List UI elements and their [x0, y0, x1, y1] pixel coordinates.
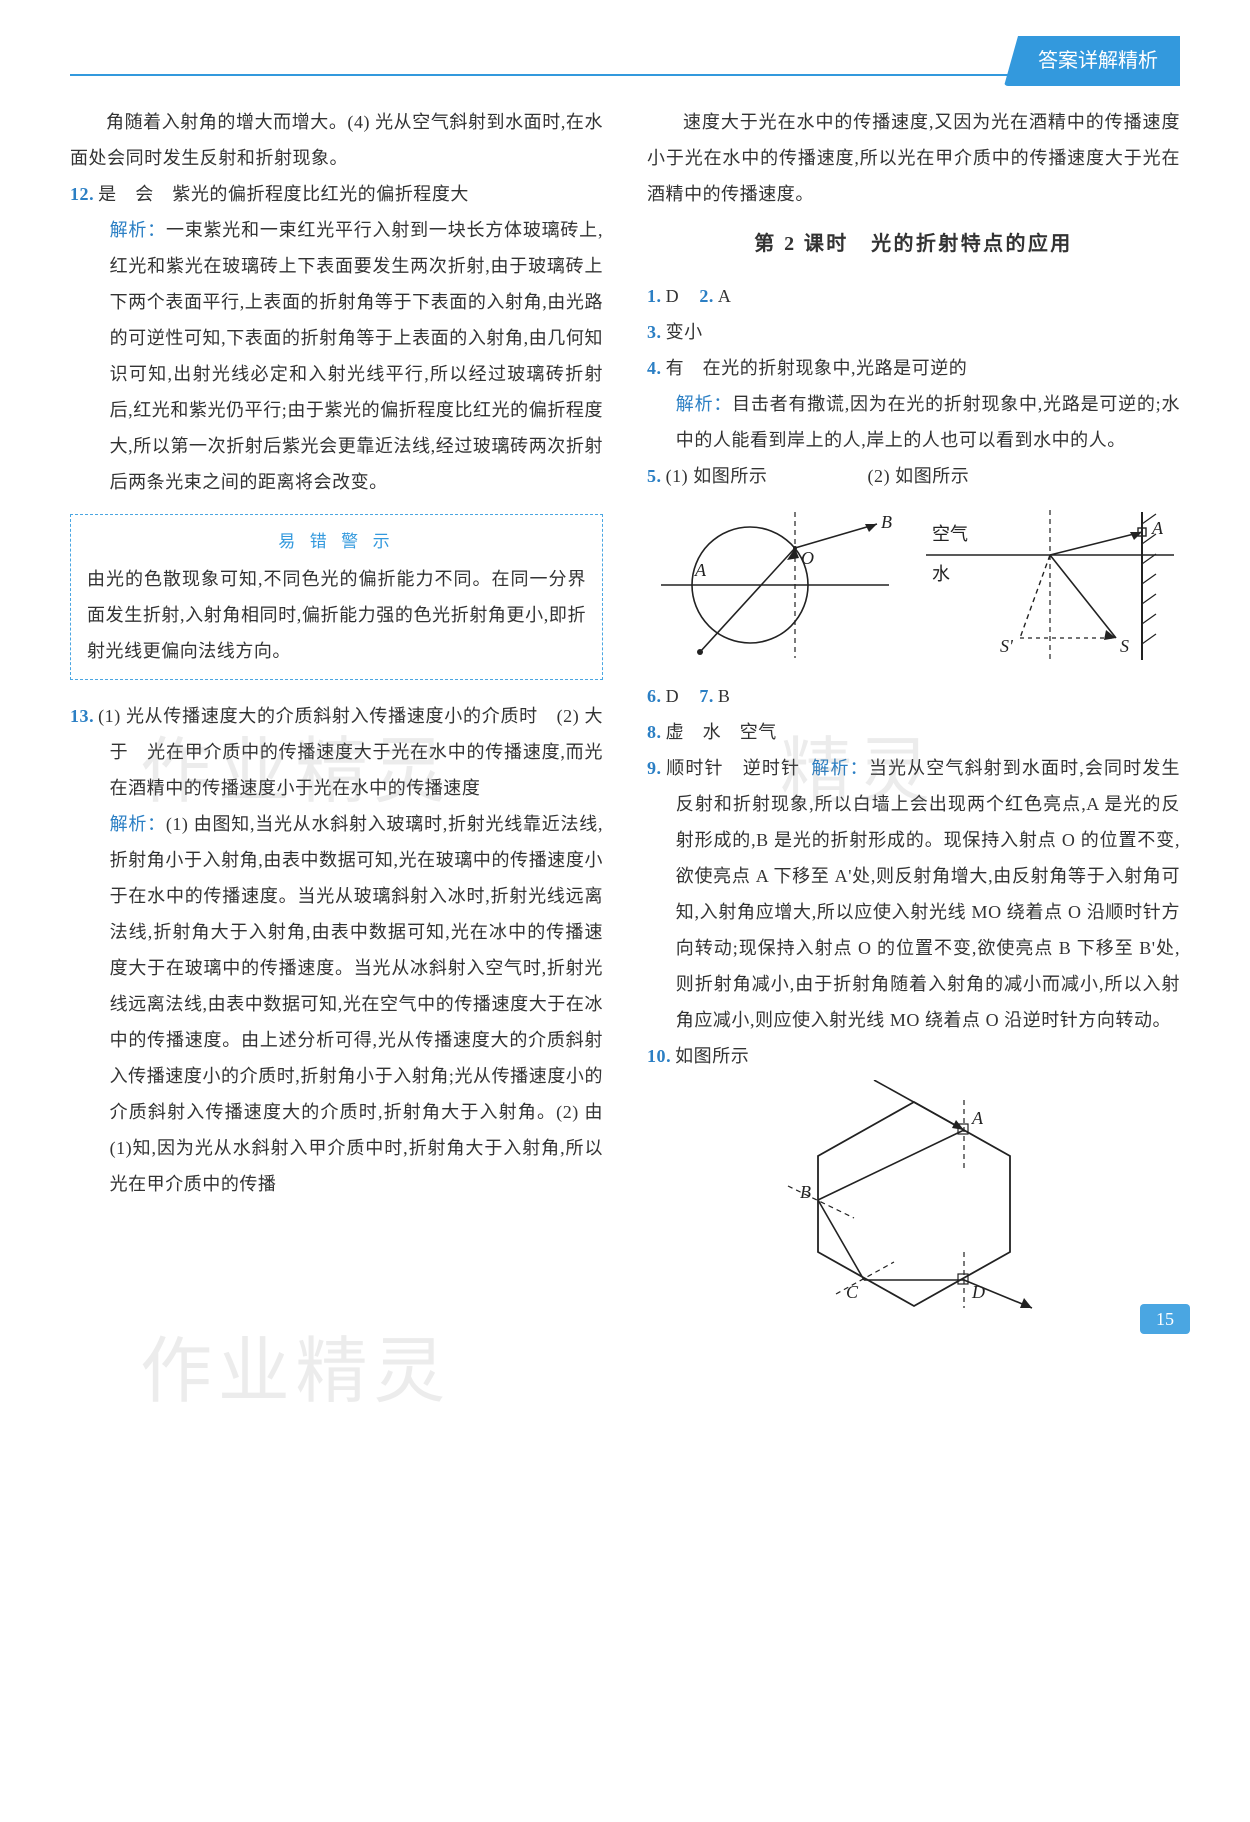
- q12-analysis-label: 解析：: [110, 220, 166, 240]
- left-continuation: 角随着入射角的增大而增大。(4) 光从空气斜射到水面时,在水面处会同时发生反射和…: [70, 104, 603, 176]
- q3-answer: 变小: [666, 322, 703, 342]
- q13-number: 13.: [70, 706, 94, 726]
- q5-fig1-svg: A B O: [655, 500, 895, 670]
- header-underline: [70, 74, 1180, 76]
- fig2-label-A: A: [1151, 518, 1164, 538]
- q10-figure: A B C D: [647, 1080, 1180, 1310]
- q10-label-B: B: [800, 1182, 811, 1202]
- hint-title: 易 错 警 示: [87, 525, 586, 559]
- two-column-layout: 角随着入射角的增大而增大。(4) 光从空气斜射到水面时,在水面处会同时发生反射和…: [70, 104, 1180, 1310]
- q7-number: 7.: [699, 686, 714, 706]
- page-header: 答案详解精析: [70, 30, 1180, 86]
- q13-analysis-text: (1) 由图知,当光从水斜射入玻璃时,折射光线靠近法线,折射角小于入射角,由表中…: [110, 814, 603, 1194]
- fig2-label-water: 水: [932, 564, 950, 584]
- q12-analysis: 解析：一束紫光和一束红光平行入射到一块长方体玻璃砖上,红光和紫光在玻璃砖上下表面…: [70, 212, 603, 500]
- right-column: 速度大于光在水中的传播速度,又因为光在酒精中的传播速度小于光在水中的传播速度,所…: [647, 104, 1180, 1310]
- q10-label-C: C: [846, 1282, 859, 1302]
- q2-answer: A: [718, 286, 732, 306]
- left-column: 角随着入射角的增大而增大。(4) 光从空气斜射到水面时,在水面处会同时发生反射和…: [70, 104, 603, 1310]
- q6-number: 6.: [647, 686, 662, 706]
- q5-fig1: A B O: [647, 500, 902, 670]
- q9-number: 9.: [647, 758, 662, 778]
- hint-text: 由光的色散现象可知,不同色光的偏折能力不同。在同一分界面发生折射,入射角相同时,…: [87, 561, 586, 669]
- q10-label-D: D: [971, 1282, 985, 1302]
- q9-analysis-text: 当光从空气斜射到水面时,会同时发生反射和折射现象,所以白墙上会出现两个红色亮点,…: [676, 758, 1180, 1030]
- q10-label-A: A: [971, 1108, 984, 1128]
- q1-number: 1.: [647, 286, 662, 306]
- q1-answer: D: [666, 286, 680, 306]
- q5-number: 5.: [647, 466, 662, 486]
- q4-analysis: 解析：目击者有撒谎,因为在光的折射现象中,光路是可逆的;水中的人能看到岸上的人,…: [647, 386, 1180, 458]
- q6-answer: D: [666, 686, 680, 706]
- q5-fig2-svg: 空气 水 A S S': [920, 500, 1180, 670]
- q7-answer: B: [718, 686, 731, 706]
- hint-box: 易 错 警 示 由光的色散现象可知,不同色光的偏折能力不同。在同一分界面发生折射…: [70, 514, 603, 680]
- q10-line: 10.如图所示: [647, 1038, 1180, 1074]
- fig1-label-O: O: [801, 548, 814, 568]
- q13-analysis-label: 解析：: [110, 814, 166, 834]
- q9-block: 9.顺时针 逆时针 解析：当光从空气斜射到水面时,会同时发生反射和折射现象,所以…: [647, 750, 1180, 1038]
- q5-b: (2) 如图所示: [868, 466, 970, 486]
- fig1-label-A: A: [694, 560, 707, 580]
- q4-analysis-label: 解析：: [676, 394, 732, 414]
- q12-block: 12.是 会 紫光的偏折程度比红光的偏折程度大: [70, 176, 603, 212]
- q9-analysis-label: 解析：: [811, 758, 868, 778]
- q4-analysis-text: 目击者有撒谎,因为在光的折射现象中,光路是可逆的;水中的人能看到岸上的人,岸上的…: [676, 394, 1180, 450]
- q5-a: (1) 如图所示: [666, 466, 768, 486]
- page-number: 15: [1140, 1304, 1190, 1334]
- header-tab: 答案详解精析: [1004, 36, 1180, 86]
- q12-analysis-text: 一束紫光和一束红光平行入射到一块长方体玻璃砖上,红光和紫光在玻璃砖上下表面要发生…: [110, 220, 603, 492]
- q12-answer: 是 会 紫光的偏折程度比红光的偏折程度大: [98, 184, 469, 204]
- q2-number: 2.: [699, 286, 714, 306]
- q10-number: 10.: [647, 1046, 671, 1066]
- q10-caption: 如图所示: [675, 1046, 749, 1066]
- watermark-2: 作业精灵: [140, 1300, 451, 1444]
- q8-answer: 虚 水 空气: [666, 722, 777, 742]
- q3-number: 3.: [647, 322, 662, 342]
- q4-answer: 有 在光的折射现象中,光路是可逆的: [666, 358, 968, 378]
- q4-block: 4.有 在光的折射现象中,光路是可逆的: [647, 350, 1180, 386]
- q4-number: 4.: [647, 358, 662, 378]
- page-root: 答案详解精析 角随着入射角的增大而增大。(4) 光从空气斜射到水面时,在水面处会…: [0, 0, 1250, 1350]
- q12-number: 12.: [70, 184, 94, 204]
- q5-line: 5.(1) 如图所示 (2) 如图所示: [647, 458, 1180, 494]
- q6q7-line: 6.D 7.B: [647, 678, 1180, 714]
- fig2-label-S: S: [1120, 636, 1129, 656]
- q13-analysis: 解析：(1) 由图知,当光从水斜射入玻璃时,折射光线靠近法线,折射角小于入射角,…: [70, 806, 603, 1202]
- q1q2-line: 1.D 2.A: [647, 278, 1180, 314]
- q9-answer: 顺时针 逆时针: [666, 758, 801, 778]
- right-continuation: 速度大于光在水中的传播速度,又因为光在酒精中的传播速度小于光在水中的传播速度,所…: [647, 104, 1180, 212]
- q3-line: 3.变小: [647, 314, 1180, 350]
- q10-fig-svg: A B C D: [764, 1080, 1064, 1310]
- q5-fig2: 空气 水 A S S': [920, 500, 1180, 670]
- q8-line: 8.虚 水 空气: [647, 714, 1180, 750]
- fig2-label-air: 空气: [932, 524, 968, 544]
- q13-answer: (1) 光从传播速度大的介质斜射入传播速度小的介质时 (2) 大于 光在甲介质中…: [98, 706, 603, 798]
- fig1-label-B: B: [881, 512, 892, 532]
- q8-number: 8.: [647, 722, 662, 742]
- fig2-label-Sp: S': [1000, 636, 1014, 656]
- q13-block: 13.(1) 光从传播速度大的介质斜射入传播速度小的介质时 (2) 大于 光在甲…: [70, 698, 603, 806]
- q5-figures: A B O: [647, 500, 1180, 670]
- section-title: 第 2 课时 光的折射特点的应用: [647, 224, 1180, 264]
